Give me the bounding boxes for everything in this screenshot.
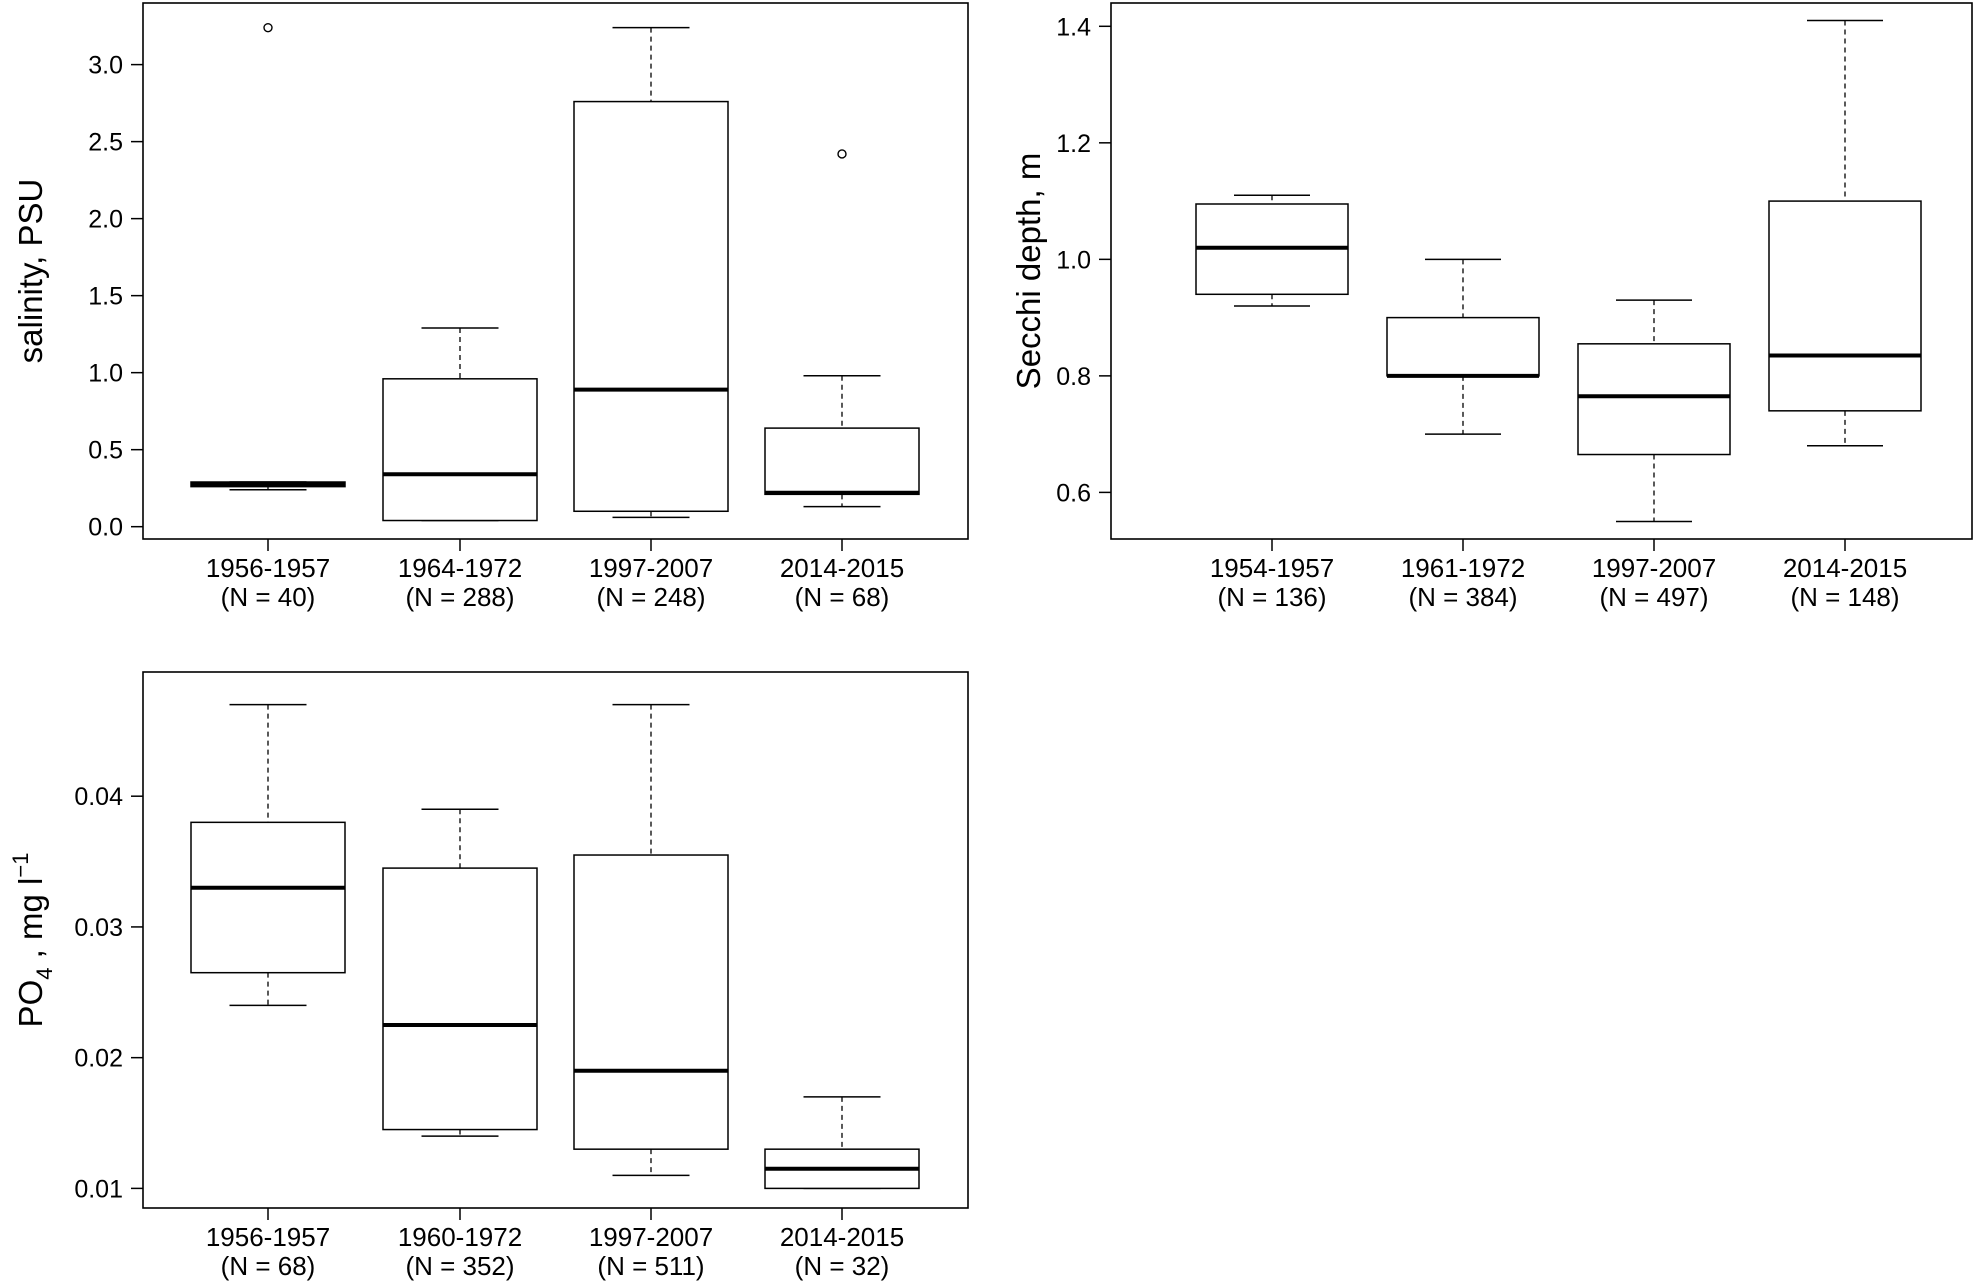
panel0-category-n: (N = 68) [795, 582, 890, 612]
panel1-category-period: 1961-1972 [1401, 553, 1525, 583]
secchi-depth-panel: 0.6 0.8 1.0 1.2 1.4 1954-1957(N = 136) 1961-19… [1010, 2, 1973, 612]
panel0-outlier-point [837, 149, 847, 159]
panel0-y-tick-label: 2.0 [88, 206, 123, 234]
panel2-y-tick-label: 0.02 [74, 1045, 123, 1073]
panel0-category-n: (N = 288) [405, 582, 514, 612]
panel2-iqr-box [382, 867, 538, 1131]
panel0-iqr-box [573, 100, 729, 513]
panel2-y-axis-title: PO4 , mg l−1 [8, 853, 57, 1028]
panel1-y-tick-label: 1.0 [1056, 246, 1091, 274]
panel0-y-tick-label: 0.5 [88, 437, 123, 465]
panel1-iqr-box [1386, 316, 1540, 377]
panel0-y-tick-label: 1.5 [88, 283, 123, 311]
panel0-y-tick-label: 3.0 [88, 52, 123, 80]
panel1-iqr-box [1768, 200, 1922, 412]
panel0-category-period: 1997-2007 [589, 553, 713, 583]
panel2-category-period: 1960-1972 [398, 1222, 522, 1252]
panel0-category-period: 1964-1972 [398, 553, 522, 583]
panel2-category-n: (N = 68) [221, 1251, 316, 1281]
panel1-iqr-box [1577, 343, 1731, 456]
panel0-outlier-point [263, 22, 273, 33]
panel1-y-tick-label: 0.6 [1056, 479, 1091, 507]
panel0-y-axis-title: salinity, PSU [12, 179, 49, 364]
panel0-y-tick-label: 2.5 [88, 129, 123, 157]
panel2-category-period: 2014-2015 [780, 1222, 904, 1252]
panel0-category-period: 1956-1957 [206, 553, 330, 583]
panel1-y-tick-label: 1.4 [1056, 13, 1091, 41]
panel1-y-tick-label: 0.8 [1056, 363, 1091, 391]
panel1-plot-frame [1110, 2, 1973, 540]
panel1-category-n: (N = 148) [1790, 582, 1899, 612]
panel0-iqr-box [764, 427, 920, 496]
po4-panel: 0.01 0.02 0.03 0.04 1956-1957(N = 68) 1960-19… [8, 671, 969, 1281]
panel2-category-period: 1997-2007 [589, 1222, 713, 1252]
panel1-category-n: (N = 136) [1217, 582, 1326, 612]
panel2-category-n: (N = 511) [597, 1251, 704, 1281]
panel2-iqr-box [190, 821, 346, 974]
panel1-y-axis-title: Secchi depth, m [1010, 153, 1047, 390]
panel0-category-n: (N = 248) [596, 582, 705, 612]
panel2-iqr-box [573, 854, 729, 1150]
panel1-category-period: 2014-2015 [1783, 553, 1907, 583]
panel2-category-period: 1956-1957 [206, 1222, 330, 1252]
panel1-category-period: 1954-1957 [1210, 553, 1334, 583]
panel2-y-tick-label: 0.04 [74, 783, 123, 811]
panel0-category-period: 2014-2015 [780, 553, 904, 583]
panel0-plot-frame [142, 2, 969, 540]
panel1-category-n: (N = 384) [1408, 582, 1517, 612]
panel0-y-tick-label: 1.0 [88, 360, 123, 388]
panel0-iqr-box [382, 378, 538, 522]
panel1-category-n: (N = 497) [1599, 582, 1708, 612]
panel2-category-n: (N = 352) [405, 1251, 514, 1281]
panel0-category-n: (N = 40) [221, 582, 316, 612]
panel2-plot-frame [142, 671, 969, 1209]
panel2-y-tick-label: 0.03 [74, 914, 123, 942]
panel1-category-period: 1997-2007 [1592, 553, 1716, 583]
panel0-y-tick-label: 0.0 [88, 514, 123, 542]
panel1-y-tick-label: 1.2 [1056, 130, 1091, 158]
panel2-category-n: (N = 32) [795, 1251, 890, 1281]
salinity-panel: 0.0 0.5 1.0 1.5 2.0 2.5 3.0 1956-1957(N = 40) 19… [12, 2, 969, 612]
panel2-y-tick-label: 0.01 [74, 1175, 123, 1203]
